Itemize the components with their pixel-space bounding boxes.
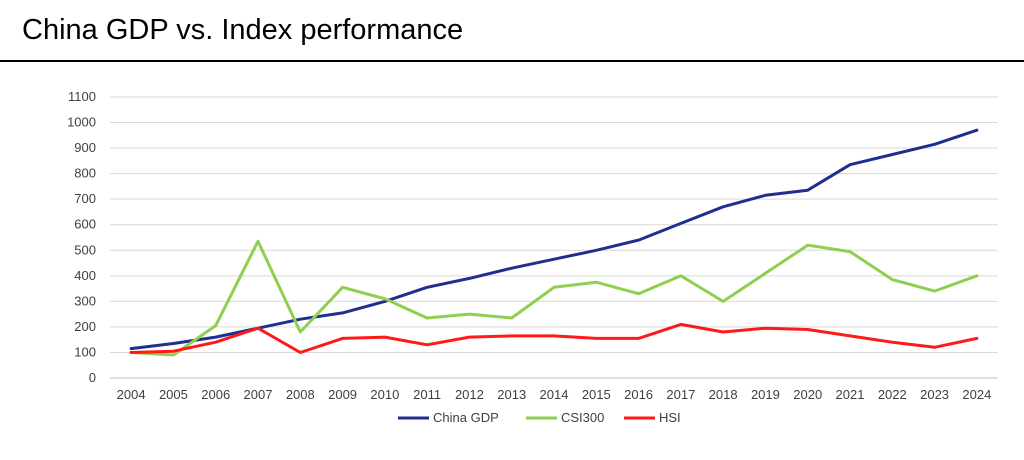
y-tick-label: 1000 xyxy=(67,115,96,130)
series-lines xyxy=(129,128,979,357)
x-tick-label: 2021 xyxy=(836,387,865,402)
x-axis-tick-labels: 2004 2005 2006 2007 2008 2009 2010 2011 2012 2013… xyxy=(117,387,992,402)
series-line-hsi xyxy=(129,322,979,354)
x-tick-label: 2009 xyxy=(328,387,357,402)
y-tick-label: 500 xyxy=(74,242,96,257)
y-tick-label: 1100 xyxy=(68,89,96,104)
legend-label: CSI300 xyxy=(561,410,604,425)
x-tick-label: 2008 xyxy=(286,387,315,402)
x-tick-label: 2004 xyxy=(117,387,146,402)
x-tick-label: 2014 xyxy=(540,387,569,402)
x-tick-label: 2012 xyxy=(455,387,484,402)
y-tick-label: 800 xyxy=(74,166,96,181)
x-tick-label: 2022 xyxy=(878,387,907,402)
x-tick-label: 2005 xyxy=(159,387,188,402)
legend: China GDP CSI300 HSI xyxy=(398,410,681,425)
x-tick-label: 2013 xyxy=(497,387,526,402)
x-tick-label: 2010 xyxy=(370,387,399,402)
x-tick-label: 2007 xyxy=(244,387,273,402)
legend-label: HSI xyxy=(659,410,681,425)
title-divider xyxy=(0,60,1024,62)
x-tick-label: 2018 xyxy=(709,387,738,402)
x-tick-label: 2020 xyxy=(793,387,822,402)
series-line-csi300 xyxy=(129,239,979,357)
legend-label: China GDP xyxy=(433,410,499,425)
x-tick-label: 2015 xyxy=(582,387,611,402)
y-axis-tick-labels: 0 100 200 300 400 500 600 700 800 900 1000 1100 xyxy=(67,89,96,385)
x-tick-label: 2006 xyxy=(201,387,230,402)
x-tick-label: 2016 xyxy=(624,387,653,402)
x-tick-label: 2024 xyxy=(962,387,991,402)
y-tick-label: 100 xyxy=(74,344,96,359)
y-tick-label: 600 xyxy=(74,217,96,232)
y-tick-label: 300 xyxy=(74,293,96,308)
page-title: China GDP vs. Index performance xyxy=(22,14,464,46)
y-tick-label: 700 xyxy=(74,191,96,206)
x-tick-label: 2017 xyxy=(666,387,695,402)
x-tick-label: 2019 xyxy=(751,387,780,402)
y-tick-label: 400 xyxy=(74,268,96,283)
x-tick-label: 2023 xyxy=(920,387,949,402)
y-tick-label: 200 xyxy=(74,319,96,334)
y-tick-label: 900 xyxy=(74,140,96,155)
series-line-china-gdp xyxy=(129,128,979,351)
x-tick-label: 2011 xyxy=(413,387,441,402)
y-tick-label: 0 xyxy=(89,370,96,385)
